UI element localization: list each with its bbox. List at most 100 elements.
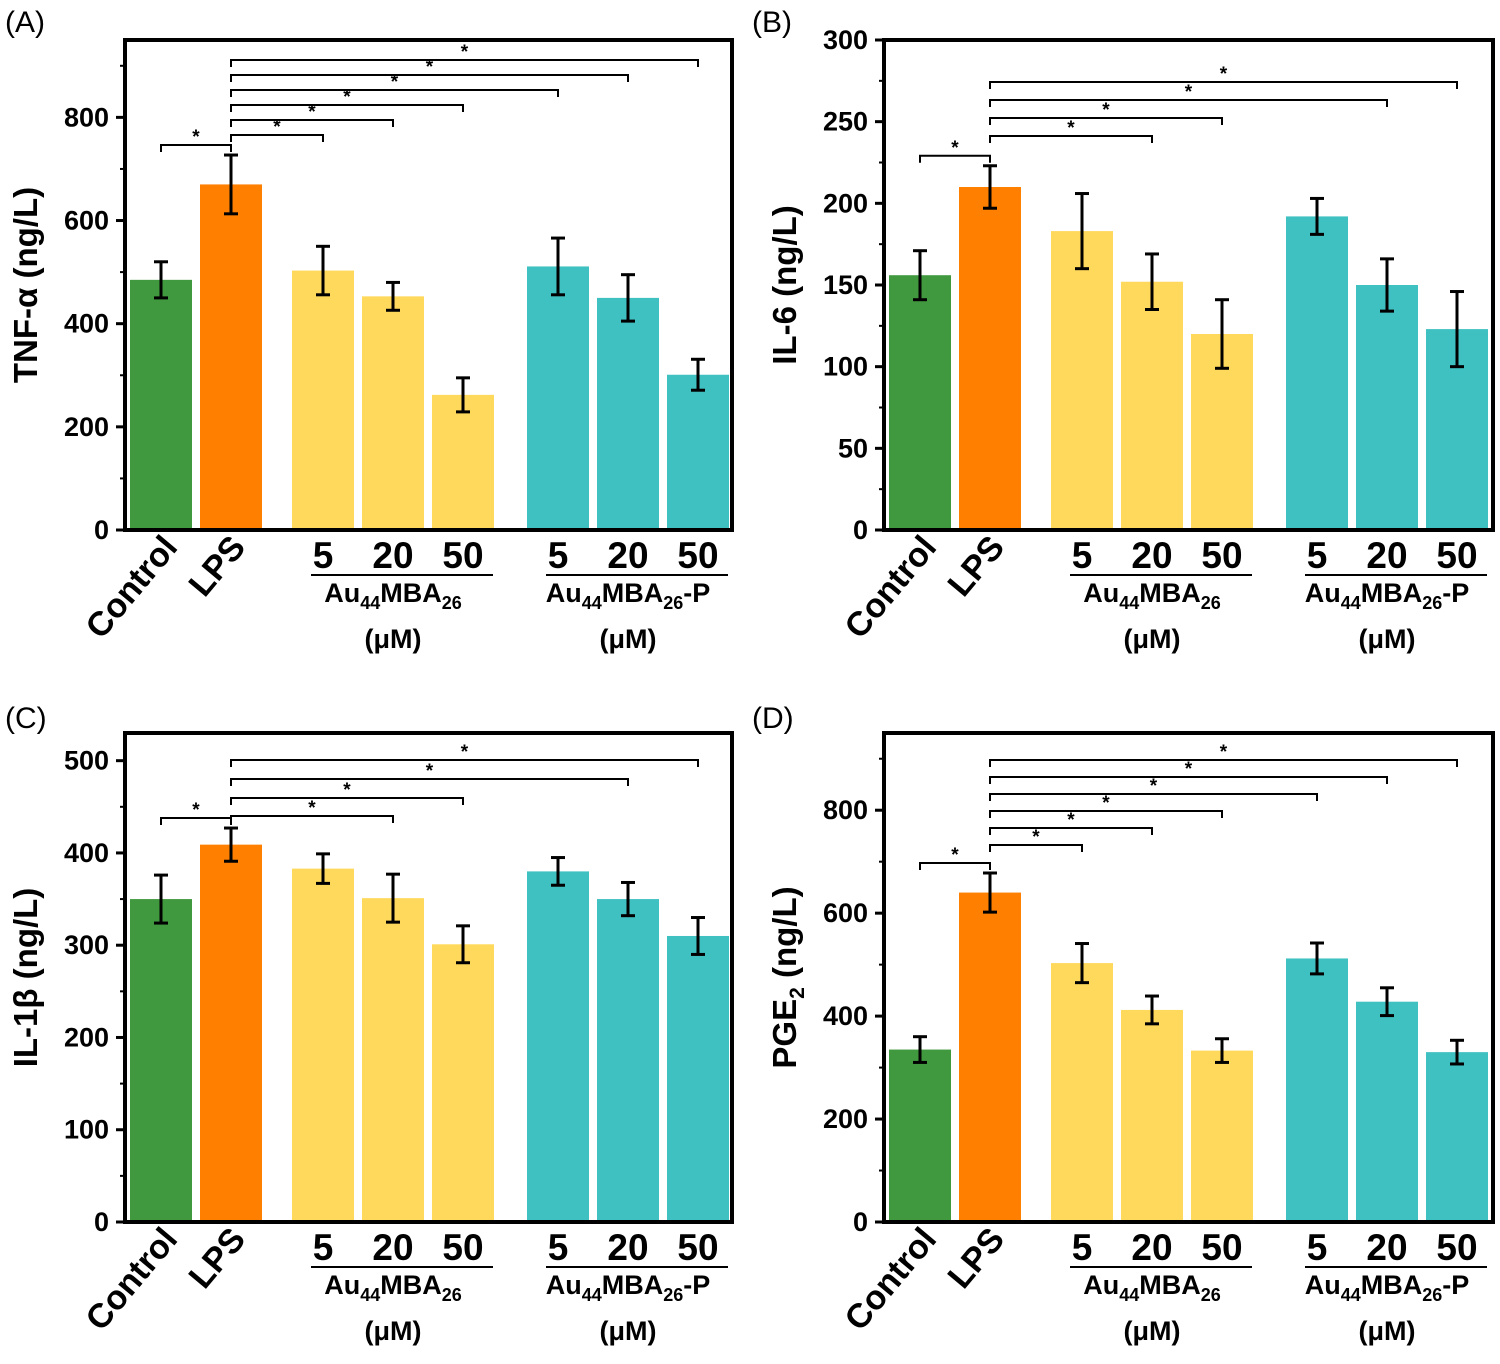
y-axis-label: IL-1β (ng/L) — [7, 888, 44, 1068]
bar — [130, 899, 192, 1222]
y-tick-label: 200 — [64, 412, 109, 442]
group-label-au44mba26-p: Au44MBA26-P — [546, 578, 711, 613]
significance-star: * — [1067, 810, 1075, 831]
bar — [1121, 281, 1183, 530]
x-label-concentration: 50 — [1436, 535, 1477, 576]
y-tick-label: 150 — [823, 270, 868, 300]
plot-frame — [123, 731, 734, 1224]
significance-bracket — [989, 793, 1318, 801]
unit-label: (μM) — [365, 1316, 422, 1346]
y-tick-label: 300 — [823, 25, 868, 55]
y-tick-label: 600 — [823, 898, 868, 928]
y-tick-label: 250 — [823, 107, 868, 137]
x-label-concentration: 5 — [313, 1227, 334, 1268]
group-label-au44mba26-p: Au44MBA26-P — [1305, 578, 1470, 613]
significance-star: * — [426, 57, 434, 78]
significance-bracket — [230, 104, 464, 112]
significance-bracket — [230, 59, 699, 67]
y-tick-label: 200 — [64, 1022, 109, 1052]
significance-star: * — [1032, 827, 1040, 848]
bar — [959, 892, 1021, 1222]
x-label-lps: LPS — [941, 529, 1013, 604]
bar — [959, 187, 1021, 530]
significance-star: * — [426, 761, 434, 782]
y-tick-label: 400 — [64, 838, 109, 868]
significance-bracket — [919, 862, 991, 871]
y-tick-label: 800 — [64, 102, 109, 132]
y-tick-label: 0 — [94, 1207, 109, 1237]
bar — [667, 935, 729, 1222]
bar — [1426, 1052, 1488, 1222]
y-tick-label: 300 — [64, 930, 109, 960]
group-label-au44mba26: Au44MBA26 — [324, 578, 462, 613]
bar — [1286, 216, 1348, 530]
significance-star: * — [192, 800, 200, 821]
y-tick-label: 100 — [823, 352, 868, 382]
significance-bracket — [230, 815, 394, 824]
bar — [130, 279, 192, 530]
chart-panel-b: (B) 0 50 100 150 200 250 300 IL-6 (ng/L) ControlL… — [752, 6, 1495, 654]
x-label-concentration: 5 — [548, 1227, 569, 1268]
x-label-concentration: 50 — [442, 1227, 483, 1268]
y-tick-label: 400 — [823, 1001, 868, 1031]
x-label-lps: LPS — [941, 1221, 1013, 1296]
y-tick-label: 0 — [94, 515, 109, 545]
bar — [667, 374, 729, 530]
y-axis-label: IL-6 (ng/L) — [766, 205, 803, 364]
group-label-au44mba26: Au44MBA26 — [1083, 578, 1221, 613]
x-label-concentration: 20 — [1131, 1227, 1172, 1268]
x-label-concentration: 5 — [1307, 1227, 1328, 1268]
bar — [200, 184, 262, 530]
bar — [597, 899, 659, 1222]
y-tick-label: 200 — [823, 188, 868, 218]
significance-star: * — [1185, 759, 1193, 780]
chart-panel-c: (C) 0 100 200 300 400 500 IL-1β (ng/L) ControlLP… — [5, 702, 734, 1346]
group-label-au44mba26-p: Au44MBA26-P — [1305, 1270, 1470, 1305]
unit-label: (μM) — [600, 624, 657, 654]
x-label-concentration: 20 — [372, 1227, 413, 1268]
bar — [889, 1049, 951, 1222]
significance-star: * — [308, 798, 316, 819]
x-label-concentration: 20 — [1131, 535, 1172, 576]
x-label-concentration: 20 — [1366, 535, 1407, 576]
unit-label: (μM) — [1124, 624, 1181, 654]
y-tick-label: 500 — [64, 746, 109, 776]
significance-bracket — [230, 778, 629, 786]
significance-bracket — [160, 144, 232, 153]
x-label-lps: LPS — [182, 529, 254, 604]
bar — [432, 944, 494, 1222]
bar — [1356, 1001, 1418, 1222]
significance-bracket — [989, 759, 1458, 767]
x-label-concentration: 50 — [1436, 1227, 1477, 1268]
y-tick-label: 200 — [823, 1104, 868, 1134]
panel-label: (B) — [752, 6, 792, 39]
y-tick-label: 600 — [64, 206, 109, 236]
x-label-control: Control — [78, 1221, 185, 1338]
significance-star: * — [1067, 118, 1075, 139]
significance-bracket — [989, 117, 1223, 125]
significance-star: * — [1220, 742, 1228, 763]
y-tick-label: 400 — [64, 309, 109, 339]
significance-bracket — [230, 759, 699, 767]
unit-label: (μM) — [1124, 1316, 1181, 1346]
panel-label: (D) — [752, 702, 794, 735]
unit-label: (μM) — [1359, 624, 1416, 654]
unit-label: (μM) — [365, 624, 422, 654]
bar — [1051, 231, 1113, 530]
y-tick-label: 0 — [853, 1207, 868, 1237]
significance-star: * — [951, 138, 959, 159]
bar — [1286, 958, 1348, 1222]
y-tick-label: 50 — [838, 433, 868, 463]
significance-bracket — [989, 81, 1458, 89]
significance-star: * — [461, 42, 469, 63]
x-label-concentration: 20 — [607, 1227, 648, 1268]
significance-bracket — [230, 134, 324, 142]
significance-bracket — [230, 89, 559, 97]
significance-bracket — [989, 135, 1153, 143]
significance-star: * — [1102, 793, 1110, 814]
group-label-au44mba26-p: Au44MBA26-P — [546, 1270, 711, 1305]
significance-star: * — [461, 742, 469, 763]
bar — [527, 871, 589, 1222]
bar — [1121, 1009, 1183, 1222]
significance-bracket — [989, 844, 1083, 852]
